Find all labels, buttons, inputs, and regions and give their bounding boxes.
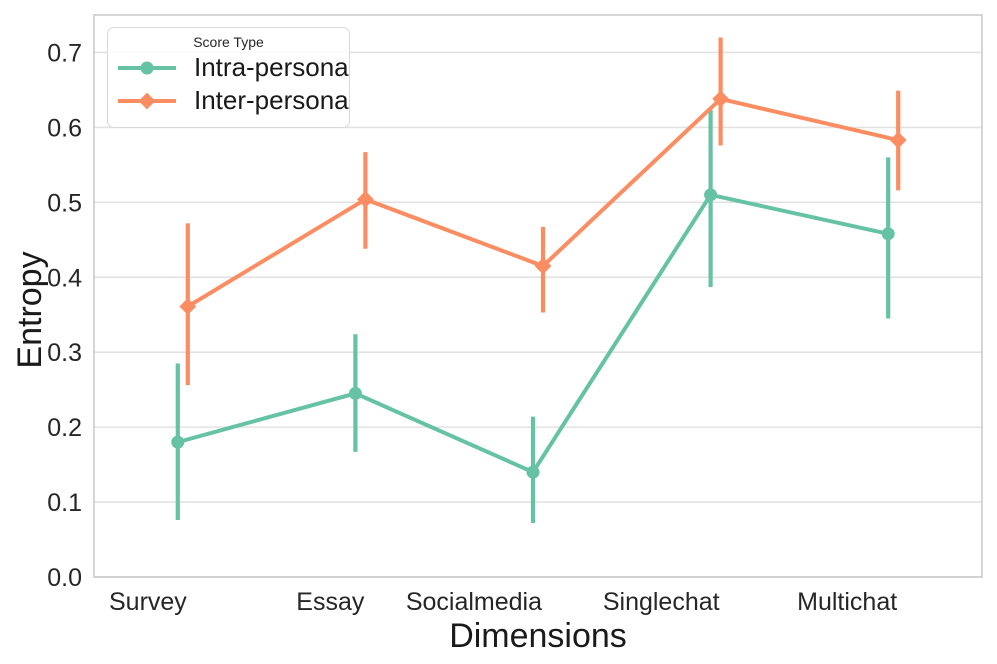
data-point-marker [179,298,197,315]
x-tick-label: Socialmedia [406,588,542,616]
series-inter-persona [179,37,907,386]
y-tick-label: 0.7 [47,39,82,67]
gridlines-group [94,51,982,578]
data-point-marker [526,465,540,479]
legend: Score Type Intra-persona Inter-persona [107,27,350,128]
y-tick-label: 0.1 [47,489,82,517]
y-tick-label: 0.4 [47,264,82,292]
data-point-marker [881,227,895,241]
y-tick-label: 0.0 [47,564,82,592]
legend-label: Intra-persona [194,52,349,82]
series-group [171,37,907,524]
legend-marker [138,92,156,109]
legend-marker [140,61,154,74]
data-point-marker [704,188,718,202]
data-point-marker [712,90,729,108]
x-axis-label: Dimensions [449,617,627,655]
x-tick-label: Survey [109,588,187,616]
y-axis-label: Entropy [11,251,49,368]
data-point-marker [889,131,907,149]
x-tick-label: Singlechat [603,588,720,616]
data-point-marker [357,190,374,208]
plot-frame [93,14,983,578]
legend-handle-diamond-icon [118,92,176,109]
legend-rows: Intra-persona Inter-persona [108,51,349,117]
legend-item: Intra-persona [108,51,349,84]
series-intra-persona [171,110,895,524]
data-point-marker [171,435,185,449]
y-tick-labels-group: 0.0 0.1 0.2 0.3 0.4 0.5 0.6 0.7 [47,39,82,592]
x-tick-labels-group: Survey Essay Socialmedia Singlechat Multicha… [109,588,897,616]
x-tick-label: Essay [296,588,365,616]
legend-title: Score Type [193,34,264,50]
data-point-marker [534,257,552,275]
y-tick-label: 0.3 [47,339,82,367]
x-tick-label: Multichat [797,588,897,616]
data-point-marker [348,386,362,400]
legend-item: Inter-persona [108,84,349,117]
y-tick-label: 0.2 [47,414,82,442]
legend-handle-circle-icon [118,61,176,74]
y-tick-label: 0.5 [47,189,82,217]
legend-label: Inter-persona [194,85,349,115]
y-tick-label: 0.6 [47,114,82,142]
